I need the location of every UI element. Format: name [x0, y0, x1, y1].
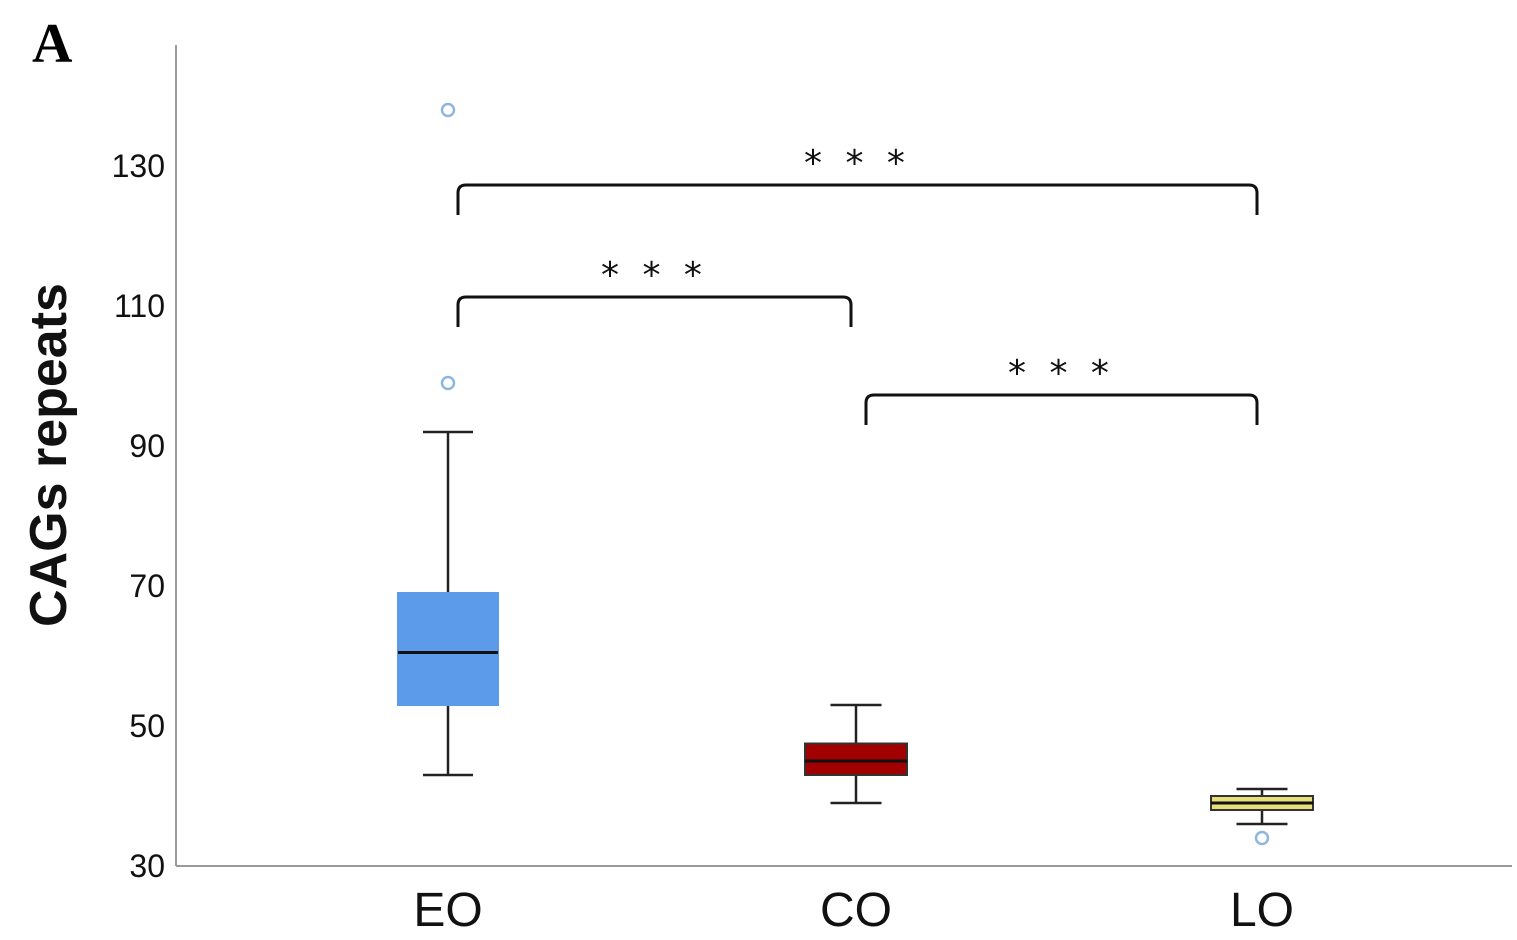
significance-label: * * *: [1008, 353, 1115, 394]
panel-label: A: [32, 13, 73, 75]
significance-label: * * *: [601, 255, 708, 296]
x-tick-label: LO: [1230, 884, 1294, 937]
x-tick-label: CO: [820, 884, 892, 937]
y-tick-label: 70: [129, 568, 165, 604]
y-axis-label: CAGs repeats: [20, 283, 78, 627]
y-tick-label: 50: [129, 708, 165, 744]
significance-bracket: * * *: [864, 353, 1259, 425]
boxes: [397, 102, 1314, 846]
y-tick-label: 130: [112, 148, 165, 184]
outlier-point: [440, 375, 456, 391]
bracket-line: [456, 183, 1259, 215]
bracket-line: [456, 295, 853, 327]
axes: 30 50 70 90 110 130 EO CO LO: [112, 45, 1512, 937]
box-iqr: [397, 592, 499, 706]
y-tick-label: 110: [114, 288, 165, 324]
box-lo: [1210, 787, 1314, 846]
outlier-point: [440, 102, 456, 118]
x-tick-label: EO: [413, 884, 482, 937]
significance-bracket: * * *: [456, 255, 853, 327]
outlier-point: [1254, 830, 1270, 846]
box-iqr: [804, 742, 908, 776]
significance-bracket: * * *: [456, 143, 1259, 215]
box-co: [804, 703, 908, 805]
significance-brackets: * * * * * * * * *: [456, 143, 1259, 425]
y-tick-label: 30: [129, 848, 165, 884]
significance-label: * * *: [804, 143, 911, 184]
y-tick-label: 90: [129, 428, 165, 464]
box-eo: [397, 102, 499, 777]
bracket-line: [864, 393, 1259, 425]
